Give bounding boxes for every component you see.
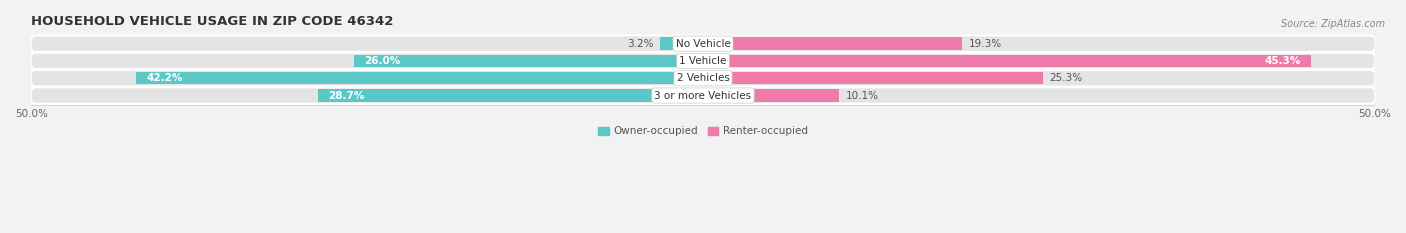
Bar [703,89,838,102]
Text: 19.3%: 19.3% [969,39,1002,49]
Text: Source: ZipAtlas.com: Source: ZipAtlas.com [1281,19,1385,29]
Bar [136,72,703,85]
Bar [703,38,962,50]
Bar [659,38,703,50]
Text: 26.0%: 26.0% [364,56,401,66]
Bar [354,55,703,67]
FancyBboxPatch shape [31,53,1375,69]
Text: No Vehicle: No Vehicle [675,39,731,49]
Text: HOUSEHOLD VEHICLE USAGE IN ZIP CODE 46342: HOUSEHOLD VEHICLE USAGE IN ZIP CODE 4634… [31,15,394,28]
FancyBboxPatch shape [31,70,1375,86]
Text: 3.2%: 3.2% [627,39,654,49]
Text: 3 or more Vehicles: 3 or more Vehicles [654,91,752,100]
Bar [703,72,1043,85]
Text: 10.1%: 10.1% [845,91,879,100]
Bar [318,89,703,102]
Bar [703,55,1312,67]
Text: 25.3%: 25.3% [1049,73,1083,83]
Text: 28.7%: 28.7% [328,91,364,100]
Text: 1 Vehicle: 1 Vehicle [679,56,727,66]
FancyBboxPatch shape [31,87,1375,104]
Text: 45.3%: 45.3% [1264,56,1301,66]
Legend: Owner-occupied, Renter-occupied: Owner-occupied, Renter-occupied [595,122,811,140]
FancyBboxPatch shape [31,35,1375,52]
Text: 42.2%: 42.2% [148,73,183,83]
Text: 2 Vehicles: 2 Vehicles [676,73,730,83]
